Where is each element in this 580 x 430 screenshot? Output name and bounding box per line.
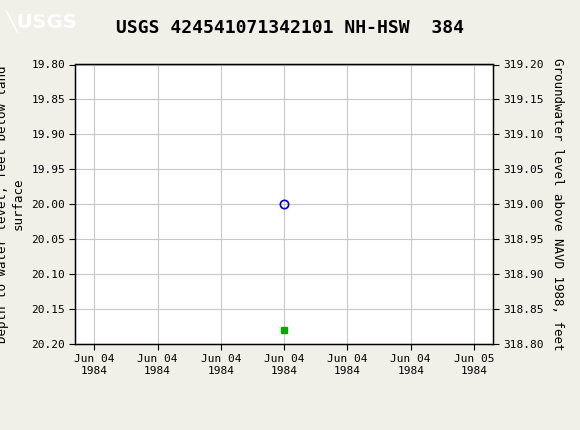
Text: ╲USGS: ╲USGS — [6, 10, 77, 33]
Y-axis label: Groundwater level above NAVD 1988, feet: Groundwater level above NAVD 1988, feet — [551, 58, 564, 350]
Text: USGS 424541071342101 NH-HSW  384: USGS 424541071342101 NH-HSW 384 — [116, 19, 464, 37]
Y-axis label: Depth to water level, feet below land
surface: Depth to water level, feet below land su… — [0, 65, 24, 343]
